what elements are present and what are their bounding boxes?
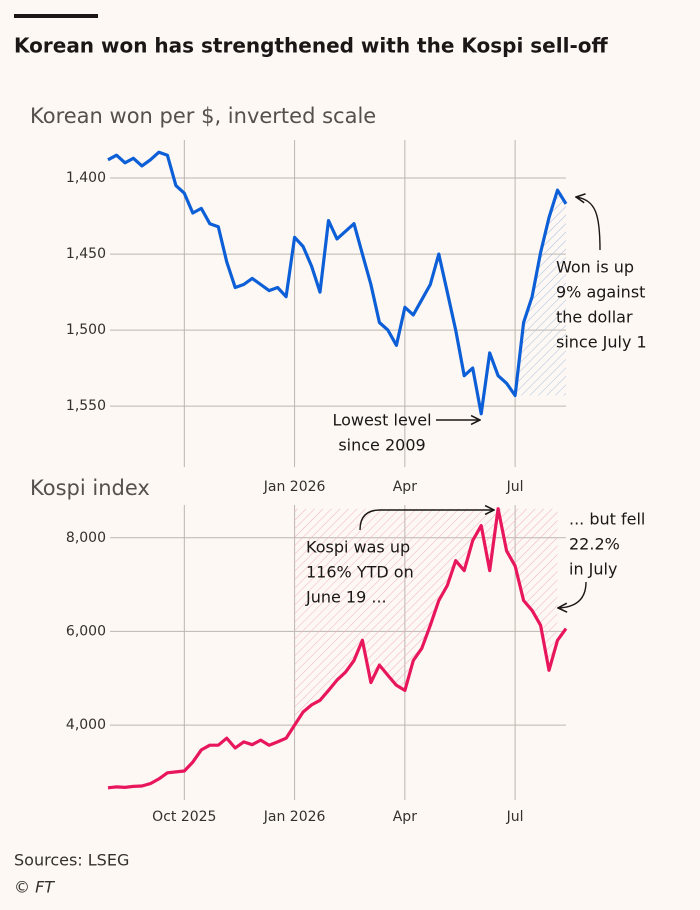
- annotation: ... but fell: [569, 510, 645, 529]
- subtitle: Kospi index: [30, 476, 150, 500]
- source: Sources: LSEG: [14, 851, 129, 870]
- annotation: since July 1: [556, 333, 647, 352]
- shaded-area: [515, 190, 566, 396]
- arrow: [359, 510, 494, 531]
- y-tick-label: 6,000: [66, 623, 106, 639]
- chart-title: Korean won has strengthened with the Kos…: [14, 34, 608, 58]
- shaded-area: [294, 508, 558, 726]
- x-tick-label: Jul: [506, 479, 524, 495]
- arrow: [558, 581, 587, 608]
- x-tick-label: Jan 2026: [263, 809, 326, 825]
- annotation: the dollar: [556, 308, 633, 327]
- y-tick-label: 8,000: [66, 530, 106, 546]
- x-tick-label: Jul: [506, 809, 524, 825]
- annotation: June 19 ...: [305, 588, 387, 607]
- y-tick-label: 4,000: [66, 717, 106, 733]
- x-tick-label: Jan 2026: [263, 479, 326, 495]
- annotation: 9% against: [556, 283, 645, 302]
- y-tick-label: 1,450: [66, 246, 106, 262]
- y-tick-label: 1,500: [66, 322, 106, 338]
- arrow: [576, 197, 601, 251]
- annotation: 116% YTD on: [306, 563, 414, 582]
- title-bar: [14, 14, 98, 18]
- annotation: 22.2%: [569, 535, 620, 554]
- y-tick-label: 1,400: [66, 170, 106, 186]
- annotation: Kospi was up: [306, 538, 410, 557]
- annotation: in July: [569, 560, 617, 579]
- annotation: Won is up: [556, 258, 634, 277]
- x-tick-label: Apr: [393, 479, 417, 495]
- line: [107, 150, 568, 416]
- line: [107, 507, 568, 790]
- x-tick-label: Oct 2025: [152, 809, 216, 825]
- x-tick-label: Apr: [393, 809, 417, 825]
- credit: © FT: [14, 878, 55, 897]
- y-tick-label: 1,550: [66, 398, 106, 414]
- annotation: since 2009: [338, 436, 425, 455]
- subtitle: Korean won per $, inverted scale: [30, 104, 376, 128]
- annotation: Lowest level: [332, 411, 431, 430]
